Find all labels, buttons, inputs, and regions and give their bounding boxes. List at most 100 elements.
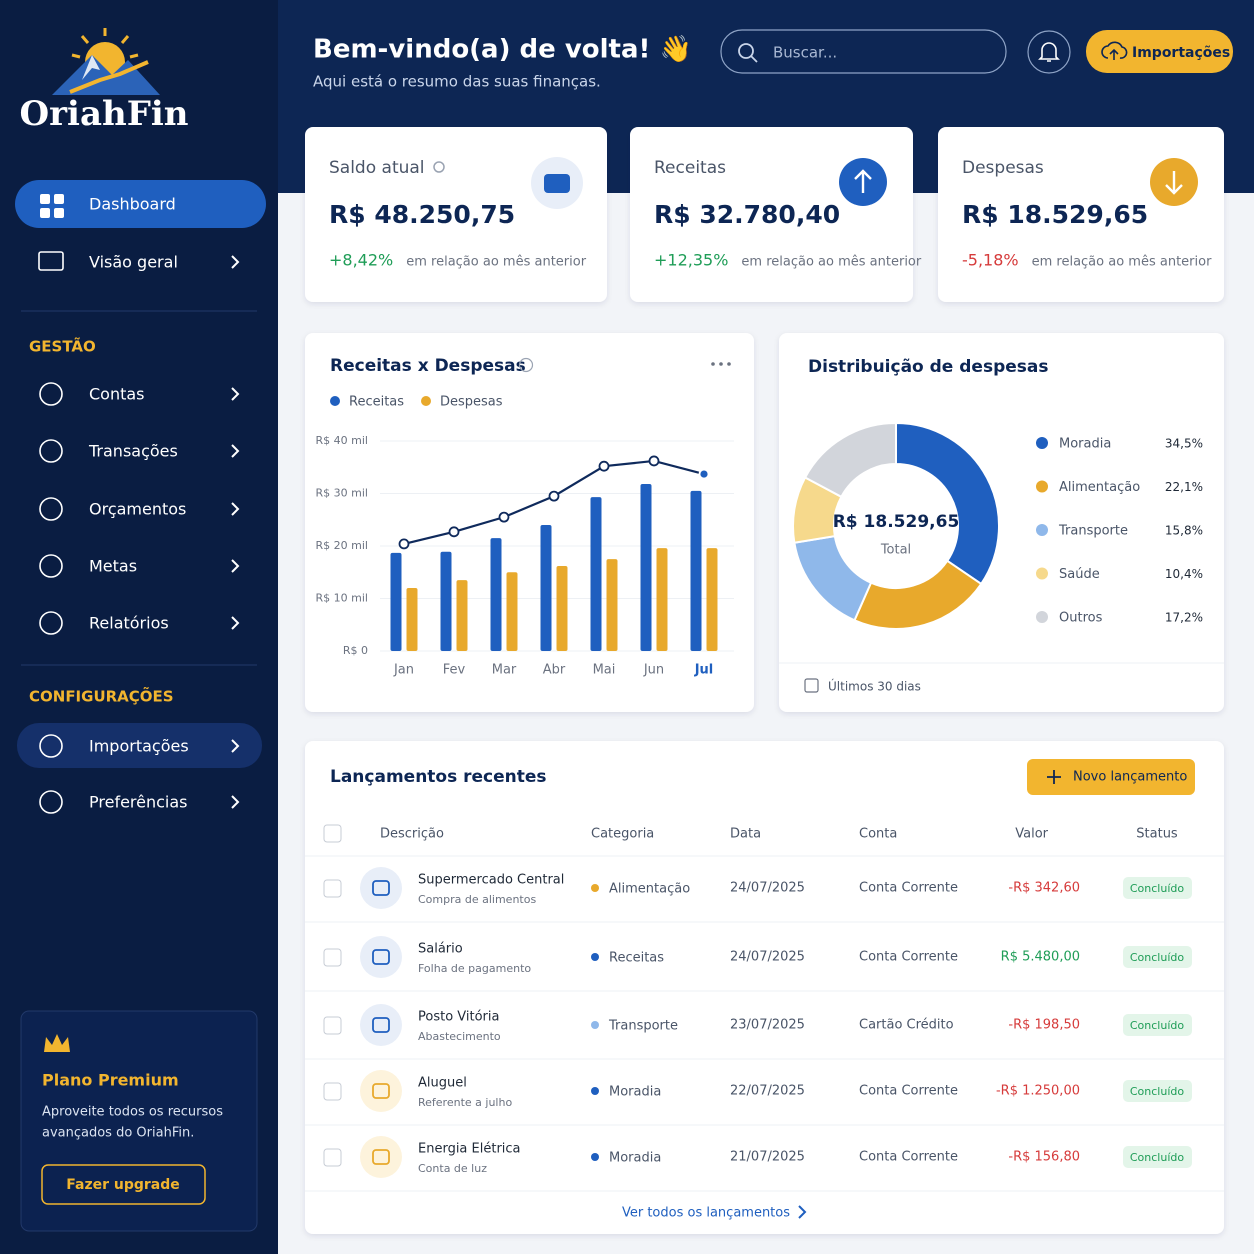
nav-icon xyxy=(39,439,63,463)
column-header[interactable]: Conta xyxy=(859,827,897,842)
checkbox[interactable] xyxy=(323,824,342,843)
more-dot[interactable] xyxy=(711,362,715,366)
checkbox[interactable] xyxy=(323,1148,342,1167)
upgrade-button[interactable] xyxy=(41,1164,206,1205)
premium-box xyxy=(20,1010,258,1232)
bell-icon xyxy=(1038,42,1060,62)
line-point xyxy=(498,511,510,523)
bar xyxy=(556,565,568,651)
crown-icon xyxy=(44,1034,70,1052)
wallet-icon xyxy=(544,174,570,193)
category-dot xyxy=(591,1021,599,1029)
row-icon-bg xyxy=(360,1070,402,1112)
row-date: 22/07/2025 xyxy=(730,1084,805,1099)
trend-arrow xyxy=(1165,171,1183,195)
nav-item[interactable]: Visão geral xyxy=(89,253,178,272)
card-note: em relação ao mês anterior xyxy=(406,255,586,270)
row-account: Conta Corrente xyxy=(859,1084,958,1099)
status-badge xyxy=(1123,1080,1192,1102)
new-entry-label[interactable]: Novo lançamento xyxy=(1073,770,1187,785)
column-header[interactable]: Descrição xyxy=(380,827,444,842)
nav-item[interactable]: Metas xyxy=(89,557,137,576)
nav-item[interactable]: Dashboard xyxy=(89,195,176,214)
section-title: CONFIGURAÇÕES xyxy=(29,687,174,706)
row-category: Moradia xyxy=(609,1085,661,1100)
nav-item[interactable]: Orçamentos xyxy=(89,500,186,519)
pie-chart: Distribuição de despesas Moradia 34,5% Alim… xyxy=(779,357,1224,694)
checkbox[interactable] xyxy=(323,1082,342,1101)
card-change: +8,42% xyxy=(329,251,393,270)
bar xyxy=(540,525,552,651)
line-point xyxy=(548,490,560,502)
dashboard-icon xyxy=(40,194,50,204)
row-detail: Conta de luz xyxy=(418,1162,487,1175)
column-header[interactable]: Data xyxy=(730,827,761,842)
line-point xyxy=(598,460,610,472)
import-button[interactable] xyxy=(1086,30,1233,73)
more-dot[interactable] xyxy=(727,362,731,366)
new-entry-button[interactable] xyxy=(1027,759,1195,795)
premium-text: Aproveite todos os recursos xyxy=(42,1105,223,1120)
nav-item[interactable]: Preferências xyxy=(89,793,188,812)
nav-item[interactable]: Contas xyxy=(89,385,145,404)
bar xyxy=(706,548,718,651)
card-note: em relação ao mês anterior xyxy=(1032,255,1212,270)
row-category: Receitas xyxy=(609,951,664,966)
notification-button[interactable] xyxy=(1027,30,1071,74)
category-dot xyxy=(591,1087,599,1095)
nav-item[interactable]: Relatórios xyxy=(89,614,169,633)
cloud-icon xyxy=(1101,41,1128,60)
checkbox[interactable] xyxy=(323,879,342,898)
summary-card xyxy=(938,127,1224,302)
view-all-link[interactable]: Ver todos os lançamentos xyxy=(622,1206,790,1221)
upgrade-label[interactable]: Fazer upgrade xyxy=(66,1177,180,1193)
row-detail: Abastecimento xyxy=(418,1030,501,1043)
nav-item[interactable]: Transações xyxy=(88,442,178,461)
column-header[interactable]: Status xyxy=(1136,827,1178,842)
row-value: -R$ 1.250,00 xyxy=(996,1084,1080,1099)
row-value: R$ 5.480,00 xyxy=(1001,950,1080,965)
section-title: GESTÃO xyxy=(29,337,96,356)
search-box[interactable] xyxy=(720,29,1007,74)
page-subtitle: Aqui está o resumo das suas finanças. xyxy=(313,73,601,91)
row-date: 24/07/2025 xyxy=(730,881,805,896)
legend-marker xyxy=(421,396,431,406)
nav-icon xyxy=(39,611,63,635)
search-icon xyxy=(738,43,754,59)
page-title: Bem-vindo(a) de volta! 👋 xyxy=(313,35,692,65)
y-tick-label: R$ 20 mil xyxy=(316,539,368,552)
more-dot[interactable] xyxy=(719,362,723,366)
nav-item[interactable]: Importações xyxy=(89,737,189,756)
row-date: 24/07/2025 xyxy=(730,950,805,965)
row-detail: Referente a julho xyxy=(418,1096,512,1109)
bar xyxy=(440,551,452,651)
chevron xyxy=(231,444,240,458)
nav-icon xyxy=(39,554,63,578)
checkbox[interactable] xyxy=(323,1016,342,1035)
transactions-table: Lançamentos recentes Novo lançamento Descr… xyxy=(305,759,1224,1221)
row-value: -R$ 342,60 xyxy=(1008,881,1080,896)
chevron xyxy=(231,255,240,269)
column-header[interactable]: Valor xyxy=(1015,827,1048,842)
import-label[interactable]: Importações xyxy=(1132,45,1230,61)
row-account: Conta Corrente xyxy=(859,950,958,965)
row-value: -R$ 156,80 xyxy=(1008,1150,1080,1165)
line-point xyxy=(648,455,660,467)
plus-icon xyxy=(1047,770,1061,784)
card-value: R$ 32.780,40 xyxy=(654,200,840,229)
column-header[interactable]: Categoria xyxy=(591,827,654,842)
search-placeholder[interactable]: Buscar... xyxy=(773,44,837,62)
row-account: Cartão Crédito xyxy=(859,1018,954,1033)
chevron xyxy=(231,739,240,753)
checkbox[interactable] xyxy=(323,948,342,967)
pie-slice xyxy=(895,421,1000,586)
row-account: Conta Corrente xyxy=(859,1150,958,1165)
eye-icon xyxy=(433,161,445,173)
legend-marker xyxy=(1036,480,1048,493)
legend-marker xyxy=(1036,437,1048,449)
legend-label: Despesas xyxy=(440,395,503,410)
row-icon xyxy=(372,949,390,965)
row-icon-bg xyxy=(360,1136,402,1178)
chart-title: Receitas x Despesas xyxy=(330,356,526,376)
bar-chart-panel xyxy=(305,333,754,712)
